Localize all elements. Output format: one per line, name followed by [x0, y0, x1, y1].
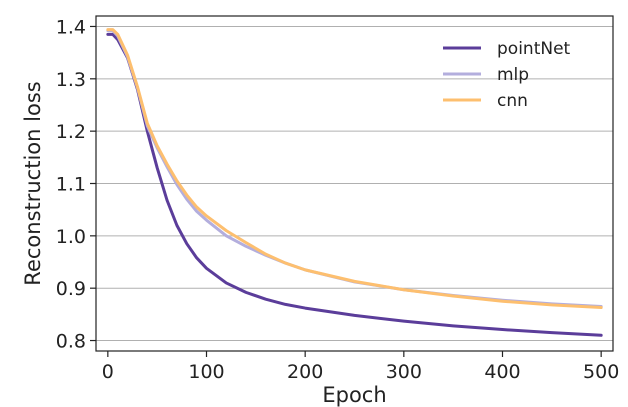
x-tick-label: 0 — [102, 361, 114, 383]
x-tick-label: 400 — [484, 361, 520, 383]
grid-layer — [96, 25, 613, 342]
x-tick-label: 500 — [583, 361, 619, 383]
legend: pointNet mlp cnn — [443, 39, 571, 111]
y-tick-label: 1.1 — [56, 174, 86, 196]
x-tick-label: 100 — [188, 361, 224, 383]
y-tick-label: 1.4 — [56, 16, 86, 38]
y-tick-label: 1.2 — [56, 121, 86, 143]
y-axis-label: Reconstruction loss — [21, 81, 45, 285]
x-tick-label: 300 — [386, 361, 422, 383]
legend-label-mlp: mlp — [497, 65, 529, 85]
y-tick-label: 1.0 — [56, 226, 86, 248]
legend-label-cnn: cnn — [497, 91, 528, 111]
series-layer — [106, 28, 603, 337]
tick-layer: 0.8 0.9 1.0 1.1 1.2 1.3 1.4 0 100 200 300 400 500 — [56, 16, 620, 383]
x-axis-label: Epoch — [322, 383, 386, 407]
y-tick-label: 0.9 — [56, 278, 86, 300]
legend-label-pointnet: pointNet — [497, 39, 571, 59]
series-line-cnn — [106, 28, 603, 310]
x-tick-label: 200 — [287, 361, 323, 383]
y-tick-label: 1.3 — [56, 69, 86, 91]
y-tick-label: 0.8 — [56, 331, 86, 353]
